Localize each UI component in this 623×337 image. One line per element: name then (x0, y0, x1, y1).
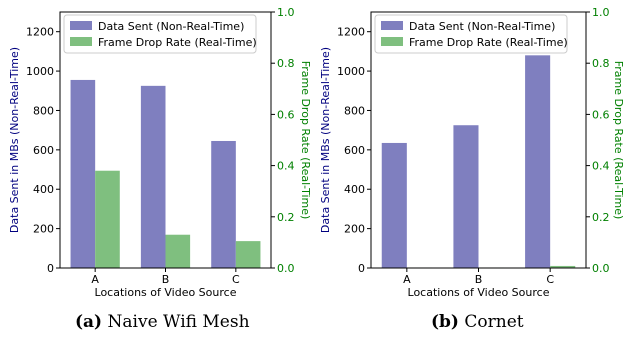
a-x-tick-label: A (91, 273, 99, 286)
chart-naive-wifi-mesh: 0 200 400 600 800 1000 1200 0.0 0.2 0.4 0.6 0.8 1.0 A… (8, 6, 311, 299)
b-right-tick-label: 0.6 (592, 108, 610, 121)
b-right-tick-label: 0.0 (592, 262, 610, 275)
caption-b-label: (b) (431, 312, 459, 332)
b-x-axis-label: Locations of Video Source (408, 286, 550, 299)
b-left-tick-label: 200 (344, 223, 365, 236)
a-bar-data-sent-b (140, 85, 166, 268)
b-left-tick-label: 800 (344, 104, 365, 117)
b-left-axis-label: Data Sent in MBs (Non-Real-Time) (319, 47, 332, 233)
a-left-tick-label: 0 (47, 262, 54, 275)
a-legend-swatch-frame-drop (70, 37, 92, 46)
a-x-tick-label: B (162, 273, 170, 286)
b-x-tick-label: B (475, 273, 483, 286)
b-x-tick-label: C (546, 273, 554, 286)
a-right-tick-label: 0.8 (277, 57, 295, 70)
caption-a-title: Naive Wifi Mesh (107, 312, 250, 332)
a-left-axis-label: Data Sent in MBs (Non-Real-Time) (8, 47, 21, 233)
b-right-tick-label: 0.4 (592, 160, 610, 173)
a-right-tick-label: 0.6 (277, 108, 295, 121)
b-legend-label-frame-drop: Frame Drop Rate (Real-Time) (409, 36, 568, 49)
a-x-tick-label: C (232, 273, 240, 286)
b-right-tick-label: 0.8 (592, 57, 610, 70)
a-bar-frame-drop-a (95, 170, 120, 268)
a-legend-label-frame-drop: Frame Drop Rate (Real-Time) (98, 36, 257, 49)
b-legend-box (374, 14, 568, 54)
a-legend-label-data-sent: Data Sent (Non-Real-Time) (98, 20, 244, 33)
b-left-tick-label: 1000 (337, 65, 365, 78)
a-bar-data-sent-a (70, 79, 96, 268)
a-left-tick-label: 200 (33, 223, 54, 236)
a-left-tick-label: 400 (33, 183, 54, 196)
a-bar-frame-drop-c (235, 241, 261, 268)
b-bar-data-sent-c (525, 55, 551, 269)
a-left-tick-label: 1200 (26, 26, 54, 39)
b-left-tick-label: 400 (344, 183, 365, 196)
a-left-tick-label: 600 (33, 144, 54, 157)
a-right-tick-label: 0.0 (277, 262, 295, 275)
b-legend-label-data-sent: Data Sent (Non-Real-Time) (409, 20, 555, 33)
caption-a: (a) Naive Wifi Mesh (75, 312, 250, 332)
a-left-tick-label: 1000 (26, 65, 54, 78)
a-right-tick-label: 0.2 (277, 211, 295, 224)
a-legend-box (63, 14, 257, 54)
b-x-tick-label: A (403, 273, 411, 286)
b-legend-swatch-data-sent (381, 21, 403, 30)
a-bar-data-sent-c (211, 140, 236, 268)
b-bar-data-sent-b (453, 125, 479, 268)
caption-b: (b) Cornet (431, 312, 524, 332)
a-bar-frame-drop-b (165, 234, 191, 268)
caption-a-label: (a) (75, 312, 103, 332)
b-right-tick-label: 1.0 (592, 6, 610, 19)
chart-cornet: 0 200 400 600 800 1000 1200 0.0 0.2 0.4 0.6 0.8 1.0 A… (319, 6, 623, 299)
b-bar-data-sent-a (381, 142, 407, 268)
a-right-tick-label: 1.0 (277, 6, 295, 19)
b-legend-swatch-frame-drop (381, 37, 403, 46)
b-right-axis-label: Frame Drop Rate (Real-Time) (612, 61, 623, 220)
a-left-tick-label: 800 (33, 104, 54, 117)
b-right-tick-label: 0.2 (592, 211, 610, 224)
b-left-tick-label: 1200 (337, 26, 365, 39)
a-legend-swatch-data-sent (70, 21, 92, 30)
b-left-tick-label: 600 (344, 144, 365, 157)
caption-b-title: Cornet (464, 312, 524, 332)
a-right-tick-label: 0.4 (277, 160, 295, 173)
a-x-axis-label: Locations of Video Source (95, 286, 237, 299)
a-right-axis-label: Frame Drop Rate (Real-Time) (299, 61, 311, 220)
b-bar-frame-drop-c (550, 265, 576, 268)
b-left-tick-label: 0 (358, 262, 365, 275)
